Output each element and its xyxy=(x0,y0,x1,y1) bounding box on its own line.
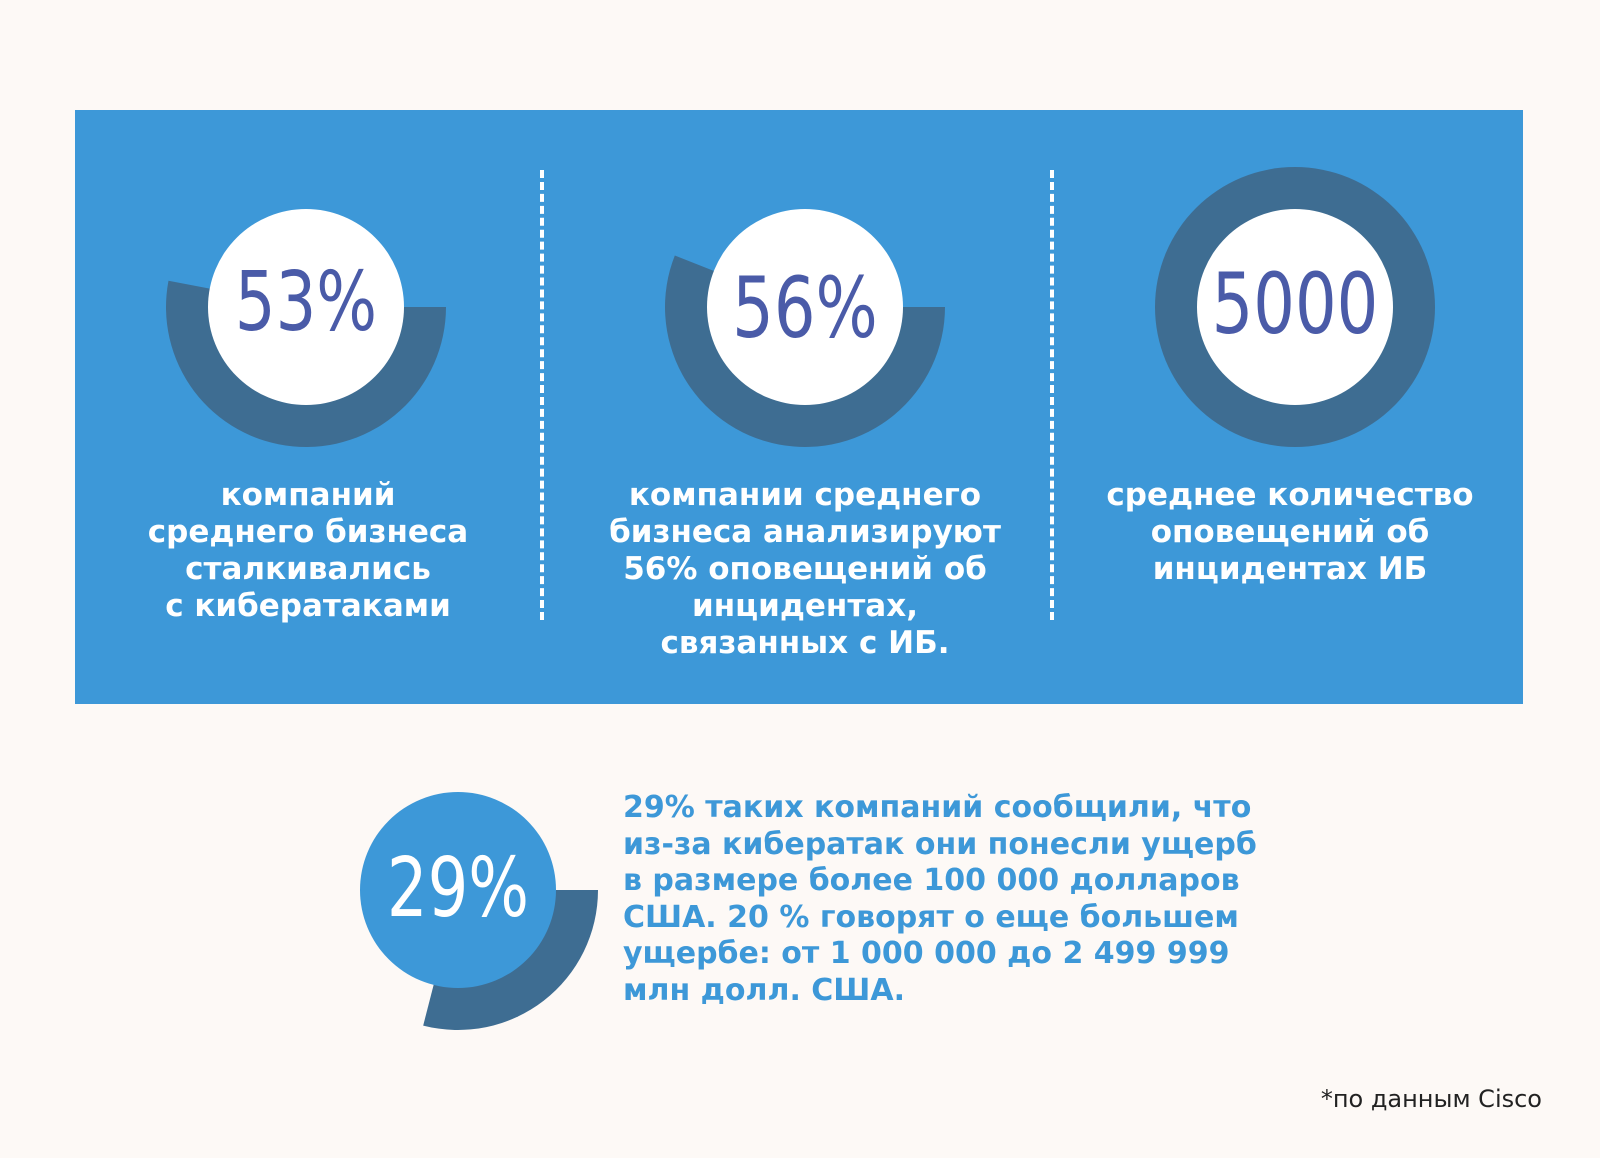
ring-center-56 xyxy=(707,209,903,405)
caption-line: оповещений об xyxy=(1150,514,1430,550)
caption-line: компаний xyxy=(220,477,396,513)
source-footnote: *по данным Cisco xyxy=(1320,1085,1542,1113)
ring-chart-29 xyxy=(360,792,598,1030)
stat-caption-2: компании среднего бизнеса анализируют 56… xyxy=(565,477,1045,662)
text-line: США. 20 % говорят о еще большем xyxy=(623,899,1239,935)
ring-center-5000 xyxy=(1197,209,1393,405)
ring-center-53 xyxy=(208,209,404,405)
caption-line: среднего бизнеса xyxy=(147,514,469,550)
stat-value-29: 29% xyxy=(386,841,530,936)
ring-center-29 xyxy=(360,792,556,988)
caption-line: связанных с ИБ. xyxy=(660,625,950,661)
stat-value-53: 53% xyxy=(234,255,378,350)
ring-chart-56 xyxy=(665,209,945,447)
stat-caption-3: среднее количество оповещений об инциден… xyxy=(1070,477,1510,588)
caption-line: инцидентах, xyxy=(692,588,918,624)
text-line: млн долл. США. xyxy=(623,972,905,1008)
caption-line: сталкивались xyxy=(185,551,431,587)
caption-line: компании среднего xyxy=(628,477,982,513)
caption-line: бизнеса анализируют xyxy=(609,514,1001,550)
divider-2 xyxy=(1050,170,1054,620)
stat-description-29: 29% таких компаний сообщили, что из-за к… xyxy=(623,790,1257,1009)
caption-line: среднее количество xyxy=(1106,477,1474,513)
caption-line: инцидентах ИБ xyxy=(1152,551,1428,587)
caption-line: с кибератаками xyxy=(165,588,451,624)
stat-caption-1: компаний среднего бизнеса сталкивались с… xyxy=(108,477,508,625)
ring-chart-53 xyxy=(165,209,446,448)
text-line: в размере более 100 000 долларов xyxy=(623,863,1240,898)
divider-1 xyxy=(540,170,544,620)
text-line: 29% таких компаний сообщили, что xyxy=(623,790,1252,825)
caption-line: 56% оповещений об xyxy=(623,551,987,587)
stat-value-5000: 5000 xyxy=(1211,255,1379,353)
ring-chart-5000 xyxy=(1155,167,1435,447)
text-line: ущербе: от 1 000 000 до 2 499 999 xyxy=(623,936,1230,971)
stat-value-56: 56% xyxy=(732,259,878,357)
text-line: из-за кибератак они понесли ущерб xyxy=(623,826,1257,862)
